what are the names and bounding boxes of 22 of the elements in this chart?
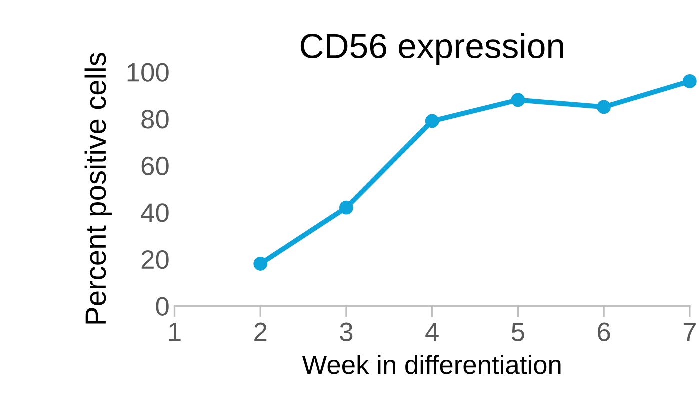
point <box>254 257 268 271</box>
y-tick-label: 20 <box>142 250 169 270</box>
x-tick-label: 6 <box>598 322 610 342</box>
y-tick-label: 40 <box>141 204 169 222</box>
y-tick-label: 60 <box>142 156 169 176</box>
y-tick-label: 0 <box>156 297 169 316</box>
x-tick-label: 3 <box>340 322 353 342</box>
x-axis-title: Week in differentiation <box>302 355 561 374</box>
x-tick-label: 5 <box>512 323 524 342</box>
x-tick-label: 4 <box>426 323 439 342</box>
y-tick-label: 100 <box>128 63 169 82</box>
point <box>511 93 526 108</box>
chart-title: CD56 expression <box>300 33 564 66</box>
point <box>425 114 440 128</box>
point <box>340 200 354 215</box>
x-tick-label: 1 <box>169 323 181 342</box>
y-tick-label: 80 <box>142 110 169 129</box>
x-tick-label: 7 <box>684 323 696 342</box>
point <box>682 74 697 88</box>
x-tick-label: 2 <box>254 322 267 342</box>
y-axis-title: Percent positive cells <box>84 53 112 324</box>
point <box>597 100 611 114</box>
